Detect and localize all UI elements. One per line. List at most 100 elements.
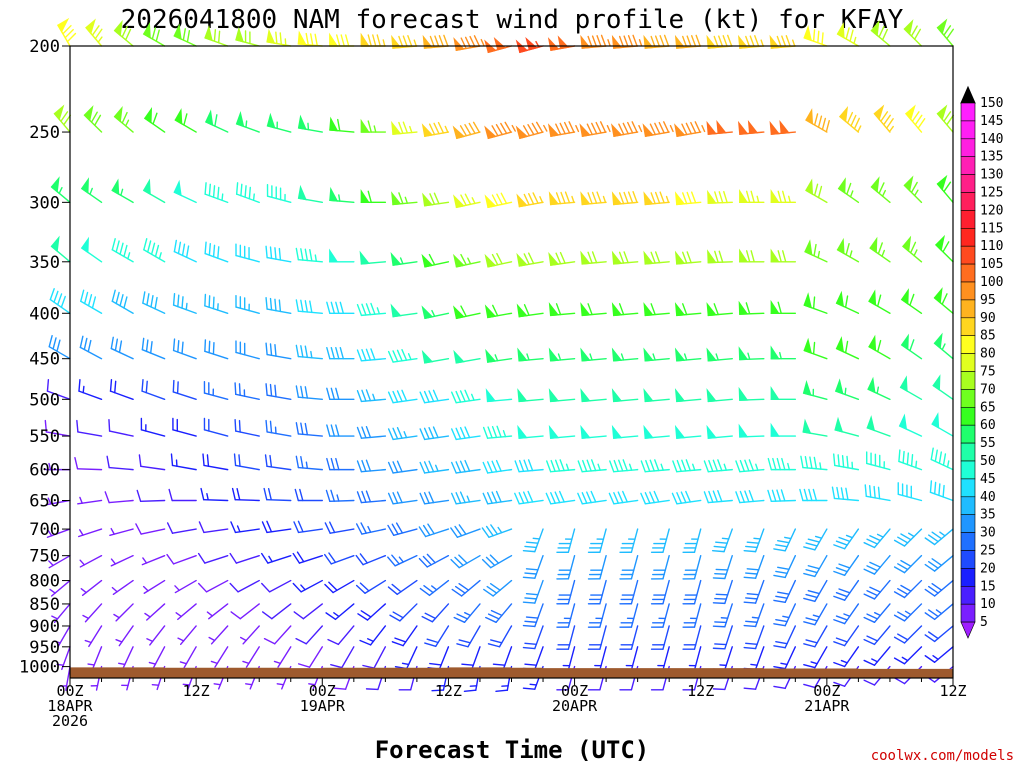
wind-barb [835, 336, 860, 360]
wind-barb [110, 554, 134, 567]
wind-barb [78, 379, 103, 401]
wind-barb [142, 178, 166, 204]
wind-barb [391, 120, 418, 135]
x-tick-label: 12Z [939, 682, 966, 700]
wind-barb [197, 552, 229, 564]
colorbar-segment [960, 532, 976, 551]
wind-barb [106, 455, 134, 471]
wind-barb [360, 32, 387, 47]
wind-barb [356, 302, 387, 317]
wind-barb [56, 646, 71, 671]
wind-barb [800, 455, 828, 471]
wind-barb [450, 459, 481, 474]
wind-barb [144, 603, 166, 621]
wind-barb [419, 426, 450, 441]
wind-barb [580, 424, 607, 439]
colorbar-segment [960, 192, 976, 211]
wind-barb [863, 528, 891, 549]
wind-barb [924, 625, 954, 643]
wind-barb [773, 646, 797, 670]
colorbar-segment [960, 389, 976, 408]
wind-barb [80, 579, 103, 597]
colorbar-label: 125 [980, 186, 1003, 201]
wind-barb [421, 603, 450, 623]
y-tick-label: 400 [29, 304, 60, 324]
wind-barb [231, 487, 260, 502]
wind-barb [547, 35, 576, 51]
wind-barb [869, 236, 891, 263]
wind-barb [450, 554, 481, 569]
wind-barb [326, 457, 355, 471]
wind-barb [424, 625, 450, 648]
x-tick-label: 2026 [52, 712, 88, 730]
wind-barb [326, 424, 355, 437]
wind-barb [935, 234, 954, 263]
y-axis: 200 250 300 350 400 450 500 550 600 650 700 750 800 8… [19, 37, 70, 678]
wind-barb [833, 646, 860, 668]
wind-barb [359, 250, 387, 265]
wind-barb [143, 238, 166, 263]
wind-barb [418, 553, 450, 568]
wind-barb [422, 192, 450, 207]
wind-barb [485, 603, 513, 624]
wind-barb [111, 178, 134, 204]
wind-barb [893, 554, 923, 574]
x-tick-label: 12Z [687, 682, 714, 700]
wind-barb [421, 253, 450, 268]
wind-barb [295, 385, 323, 401]
wind-barb [933, 332, 954, 360]
wind-barb [833, 528, 860, 550]
y-tick-label: 1000 [19, 658, 60, 678]
wind-barb [204, 182, 229, 204]
wind-barb [682, 579, 702, 605]
colorbar-label: 105 [980, 257, 1003, 272]
wind-barb [643, 347, 670, 362]
wind-barb [179, 646, 197, 669]
colorbar-segment [960, 585, 976, 605]
wind-barb [706, 347, 733, 362]
wind-barb [743, 554, 765, 579]
colorbar-segment [960, 406, 976, 426]
wind-barb [739, 189, 765, 204]
wind-barb [421, 305, 450, 320]
wind-barb [803, 337, 828, 360]
wind-barb [893, 646, 923, 665]
wind-barb [802, 418, 828, 437]
wind-barb [203, 417, 229, 437]
wind-barb [905, 104, 926, 133]
wind-barb [360, 118, 387, 133]
y-tick-label: 950 [29, 638, 60, 658]
wind-barb [556, 554, 576, 580]
wind-barb [522, 603, 544, 628]
colorbar-segment [960, 174, 976, 193]
wind-barb [587, 528, 607, 554]
wind-barb [548, 388, 576, 403]
wind-barb [643, 424, 670, 439]
wind-barb [548, 424, 576, 439]
wind-barb [547, 121, 580, 138]
wind-barb [297, 114, 323, 133]
wind-barb [295, 422, 323, 437]
wind-barb [80, 236, 103, 263]
wind-barb [356, 348, 387, 362]
wind-barb [803, 646, 828, 669]
wind-barb [703, 459, 733, 473]
wind-barb [387, 348, 418, 363]
wind-barb [113, 105, 134, 133]
wind-barb [482, 459, 513, 474]
colorbar-label: 135 [980, 150, 1003, 165]
colorbar-label: 15 [980, 579, 996, 594]
wind-barb [202, 453, 229, 471]
wind-barb [173, 239, 197, 263]
colorbar-label: 35 [980, 508, 996, 523]
wind-barb [78, 528, 103, 538]
wind-barb [76, 419, 103, 437]
y-tick-label: 750 [29, 547, 60, 567]
colorbar-segment [960, 138, 976, 158]
chart-title: 2026041800 NAM forecast wind profile (kt… [121, 5, 904, 35]
wind-barb [329, 32, 355, 47]
wind-barb [168, 488, 197, 502]
wind-barb [206, 603, 229, 620]
wind-barb [295, 247, 323, 263]
wind-barb [833, 625, 860, 647]
